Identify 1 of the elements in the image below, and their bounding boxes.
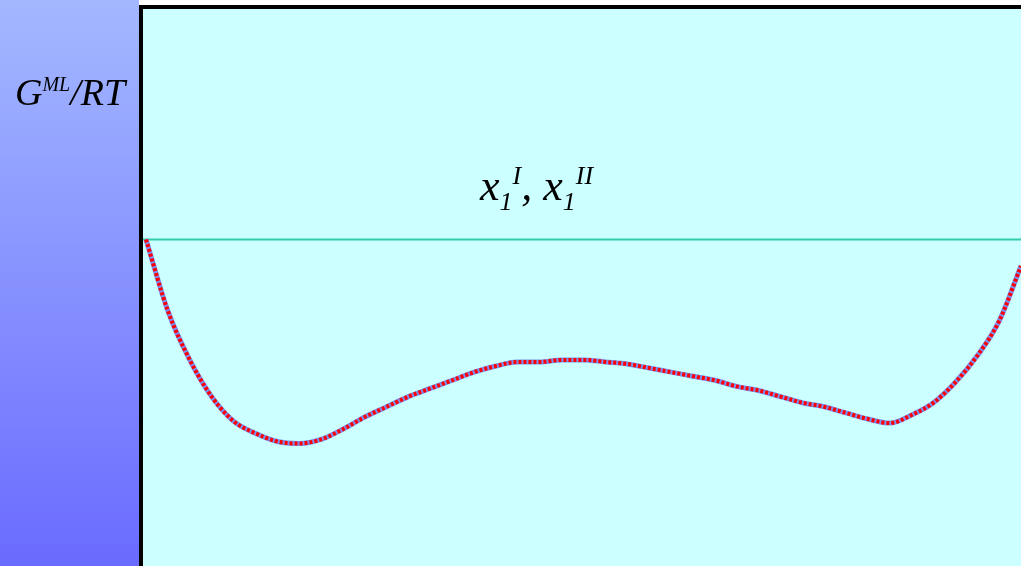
y-axis-title: G$^{ML}$/RT	[13, 70, 129, 114]
